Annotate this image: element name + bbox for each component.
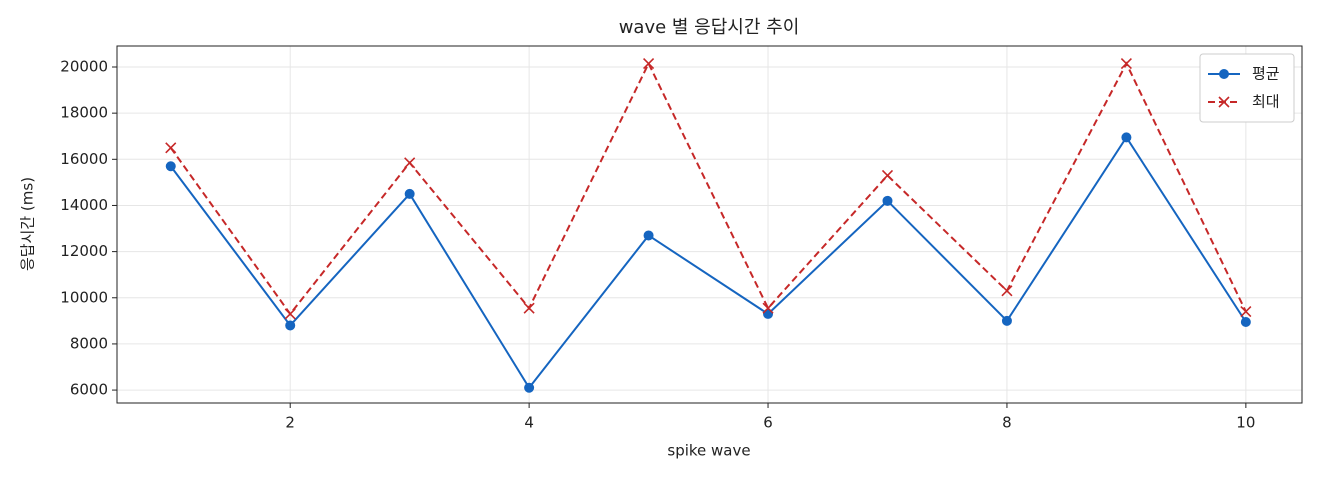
y-tick-label: 12000 <box>60 242 108 260</box>
legend-marker <box>1219 69 1229 79</box>
x-tick-label: 2 <box>285 414 295 432</box>
x-axis-label: spike wave <box>667 442 750 460</box>
legend-label: 평균 <box>1252 65 1280 83</box>
series-line <box>169 135 1247 390</box>
data-point <box>882 195 893 206</box>
data-point <box>285 320 296 331</box>
data-point <box>881 169 894 182</box>
y-tick-label: 14000 <box>60 196 108 214</box>
data-point <box>523 302 535 314</box>
data-point <box>165 161 176 172</box>
plot-frame <box>116 45 1303 404</box>
data-point <box>1240 317 1251 327</box>
series-line <box>169 61 1247 316</box>
data-point <box>643 57 655 70</box>
legend-box <box>1199 53 1295 123</box>
data-point <box>404 157 416 169</box>
x-tick-label: 8 <box>1002 414 1012 432</box>
y-tick-label: 18000 <box>60 104 108 122</box>
data-point <box>1120 57 1132 70</box>
y-tick-label: 16000 <box>60 150 108 168</box>
chart-title: wave 별 응답시간 추이 <box>619 17 800 38</box>
data-point <box>643 230 654 241</box>
data-point <box>1121 132 1132 143</box>
data-point <box>1240 306 1252 318</box>
data-point <box>1001 315 1012 326</box>
x-tick-label: 4 <box>524 414 534 432</box>
data-point <box>763 308 774 319</box>
y-tick-label: 20000 <box>60 58 108 76</box>
x-tick-label: 6 <box>763 414 773 432</box>
data-point <box>1001 285 1013 297</box>
legend-label: 최대 <box>1252 93 1280 111</box>
legend-marker <box>1218 96 1230 108</box>
y-tick-label: 6000 <box>70 381 108 399</box>
y-tick-label: 8000 <box>70 334 108 352</box>
y-axis-label: 응답시간 (ms) <box>19 177 37 271</box>
data-point <box>404 188 415 199</box>
data-point <box>524 382 535 393</box>
data-point <box>762 302 774 314</box>
y-tick-label: 10000 <box>60 288 108 306</box>
data-point <box>284 308 296 320</box>
data-point <box>165 142 177 154</box>
x-tick-label: 10 <box>1236 414 1255 432</box>
